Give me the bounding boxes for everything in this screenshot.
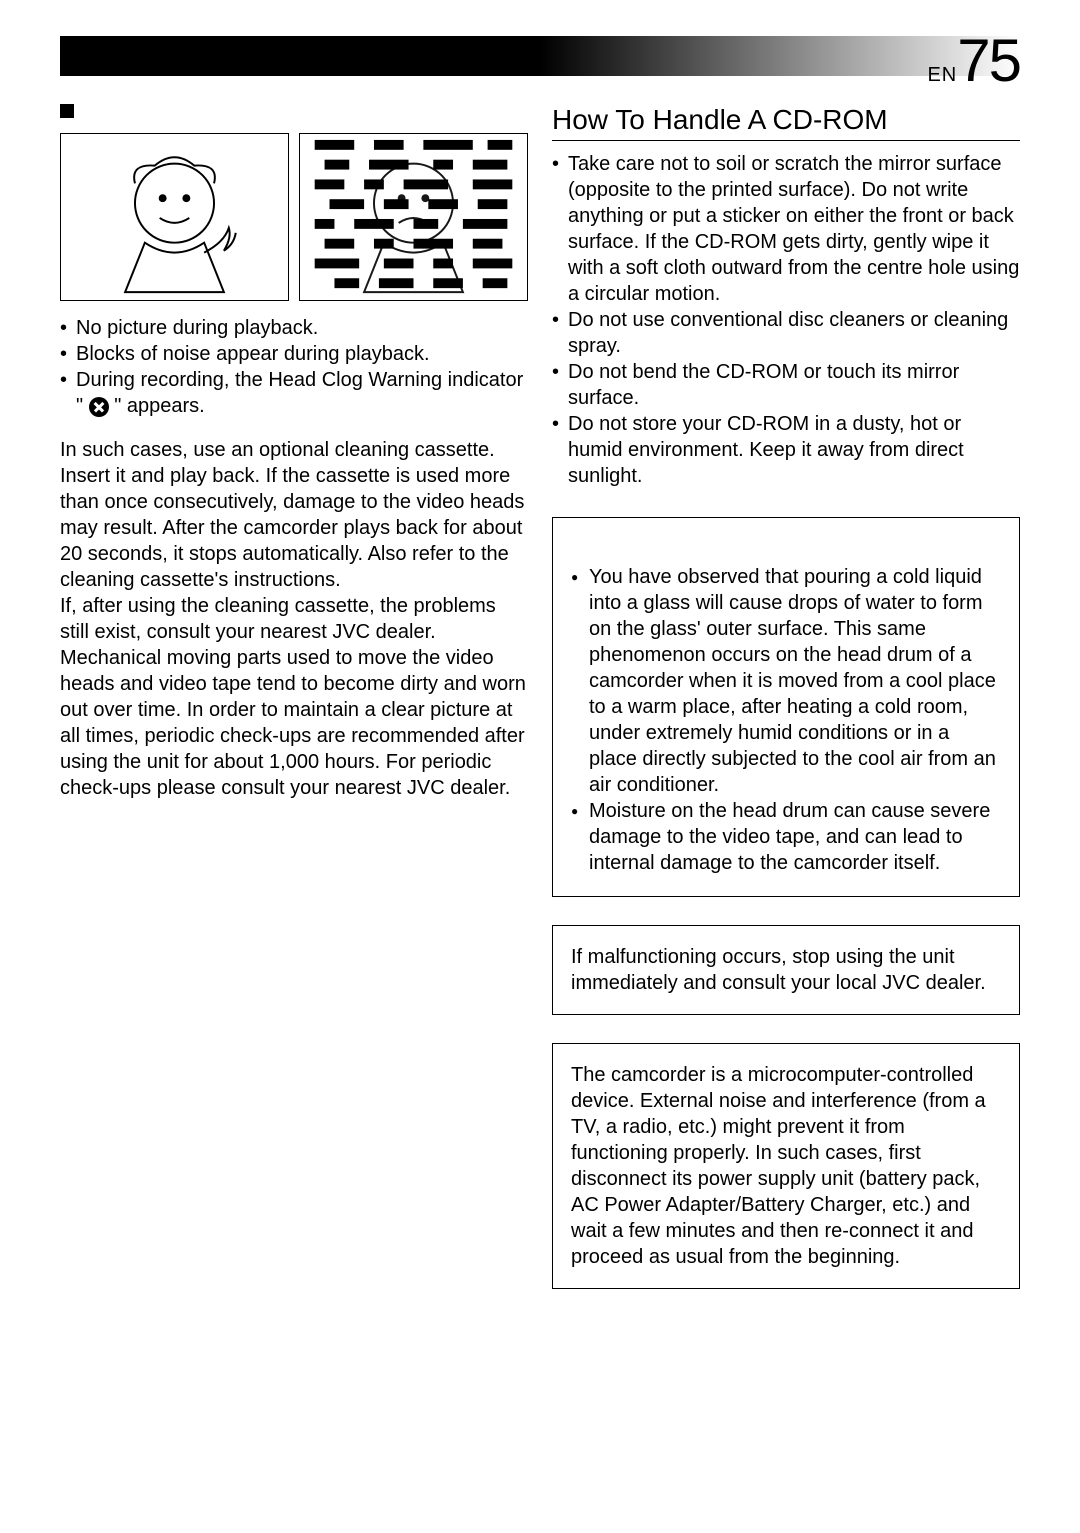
dealer-paragraph: If, after using the cleaning cassette, t…: [60, 593, 528, 801]
symptom-item: No picture during playback.: [60, 315, 528, 341]
illustration-noisy-playback: [299, 133, 528, 301]
condensation-box: You have observed that pouring a cold li…: [552, 517, 1020, 897]
illustration-clean-playback: [60, 133, 289, 301]
cleaning-cassette-paragraph: In such cases, use an optional cleaning …: [60, 437, 528, 593]
symptom-item: During recording, the Head Clog Warning …: [60, 367, 528, 419]
section-square-icon: [60, 104, 74, 118]
right-column: How To Handle A CD-ROM Take care not to …: [552, 104, 1020, 1289]
cdrom-tips-list: Take care not to soil or scratch the mir…: [552, 151, 1020, 489]
condensation-item: You have observed that pouring a cold li…: [571, 564, 1001, 798]
page-number: EN75: [927, 26, 1020, 95]
page-prefix: EN: [927, 64, 957, 86]
condensation-item: Moisture on the head drum can cause seve…: [571, 798, 1001, 876]
cdrom-tip-item: Take care not to soil or scratch the mir…: [552, 151, 1020, 307]
left-column: No picture during playback. Blocks of no…: [60, 104, 528, 1289]
cdrom-tip-item: Do not bend the CD-ROM or touch its mirr…: [552, 359, 1020, 411]
header-gradient-bar: [60, 36, 1020, 76]
malfunction-box: If malfunctioning occurs, stop using the…: [552, 925, 1020, 1015]
cdrom-tip-item: Do not use conventional disc cleaners or…: [552, 307, 1020, 359]
cdrom-section-title: How To Handle A CD-ROM: [552, 104, 1020, 141]
illustration-row: [60, 133, 528, 301]
page-num-value: 75: [957, 27, 1020, 94]
symptom-item: Blocks of noise appear during playback.: [60, 341, 528, 367]
microcomputer-text: The camcorder is a microcomputer-control…: [571, 1064, 986, 1268]
malfunction-text: If malfunctioning occurs, stop using the…: [571, 946, 986, 994]
symptom-list: No picture during playback. Blocks of no…: [60, 315, 528, 419]
head-clog-warning-icon: [89, 397, 109, 417]
cdrom-tip-item: Do not store your CD-ROM in a dusty, hot…: [552, 411, 1020, 489]
microcomputer-box: The camcorder is a microcomputer-control…: [552, 1043, 1020, 1289]
